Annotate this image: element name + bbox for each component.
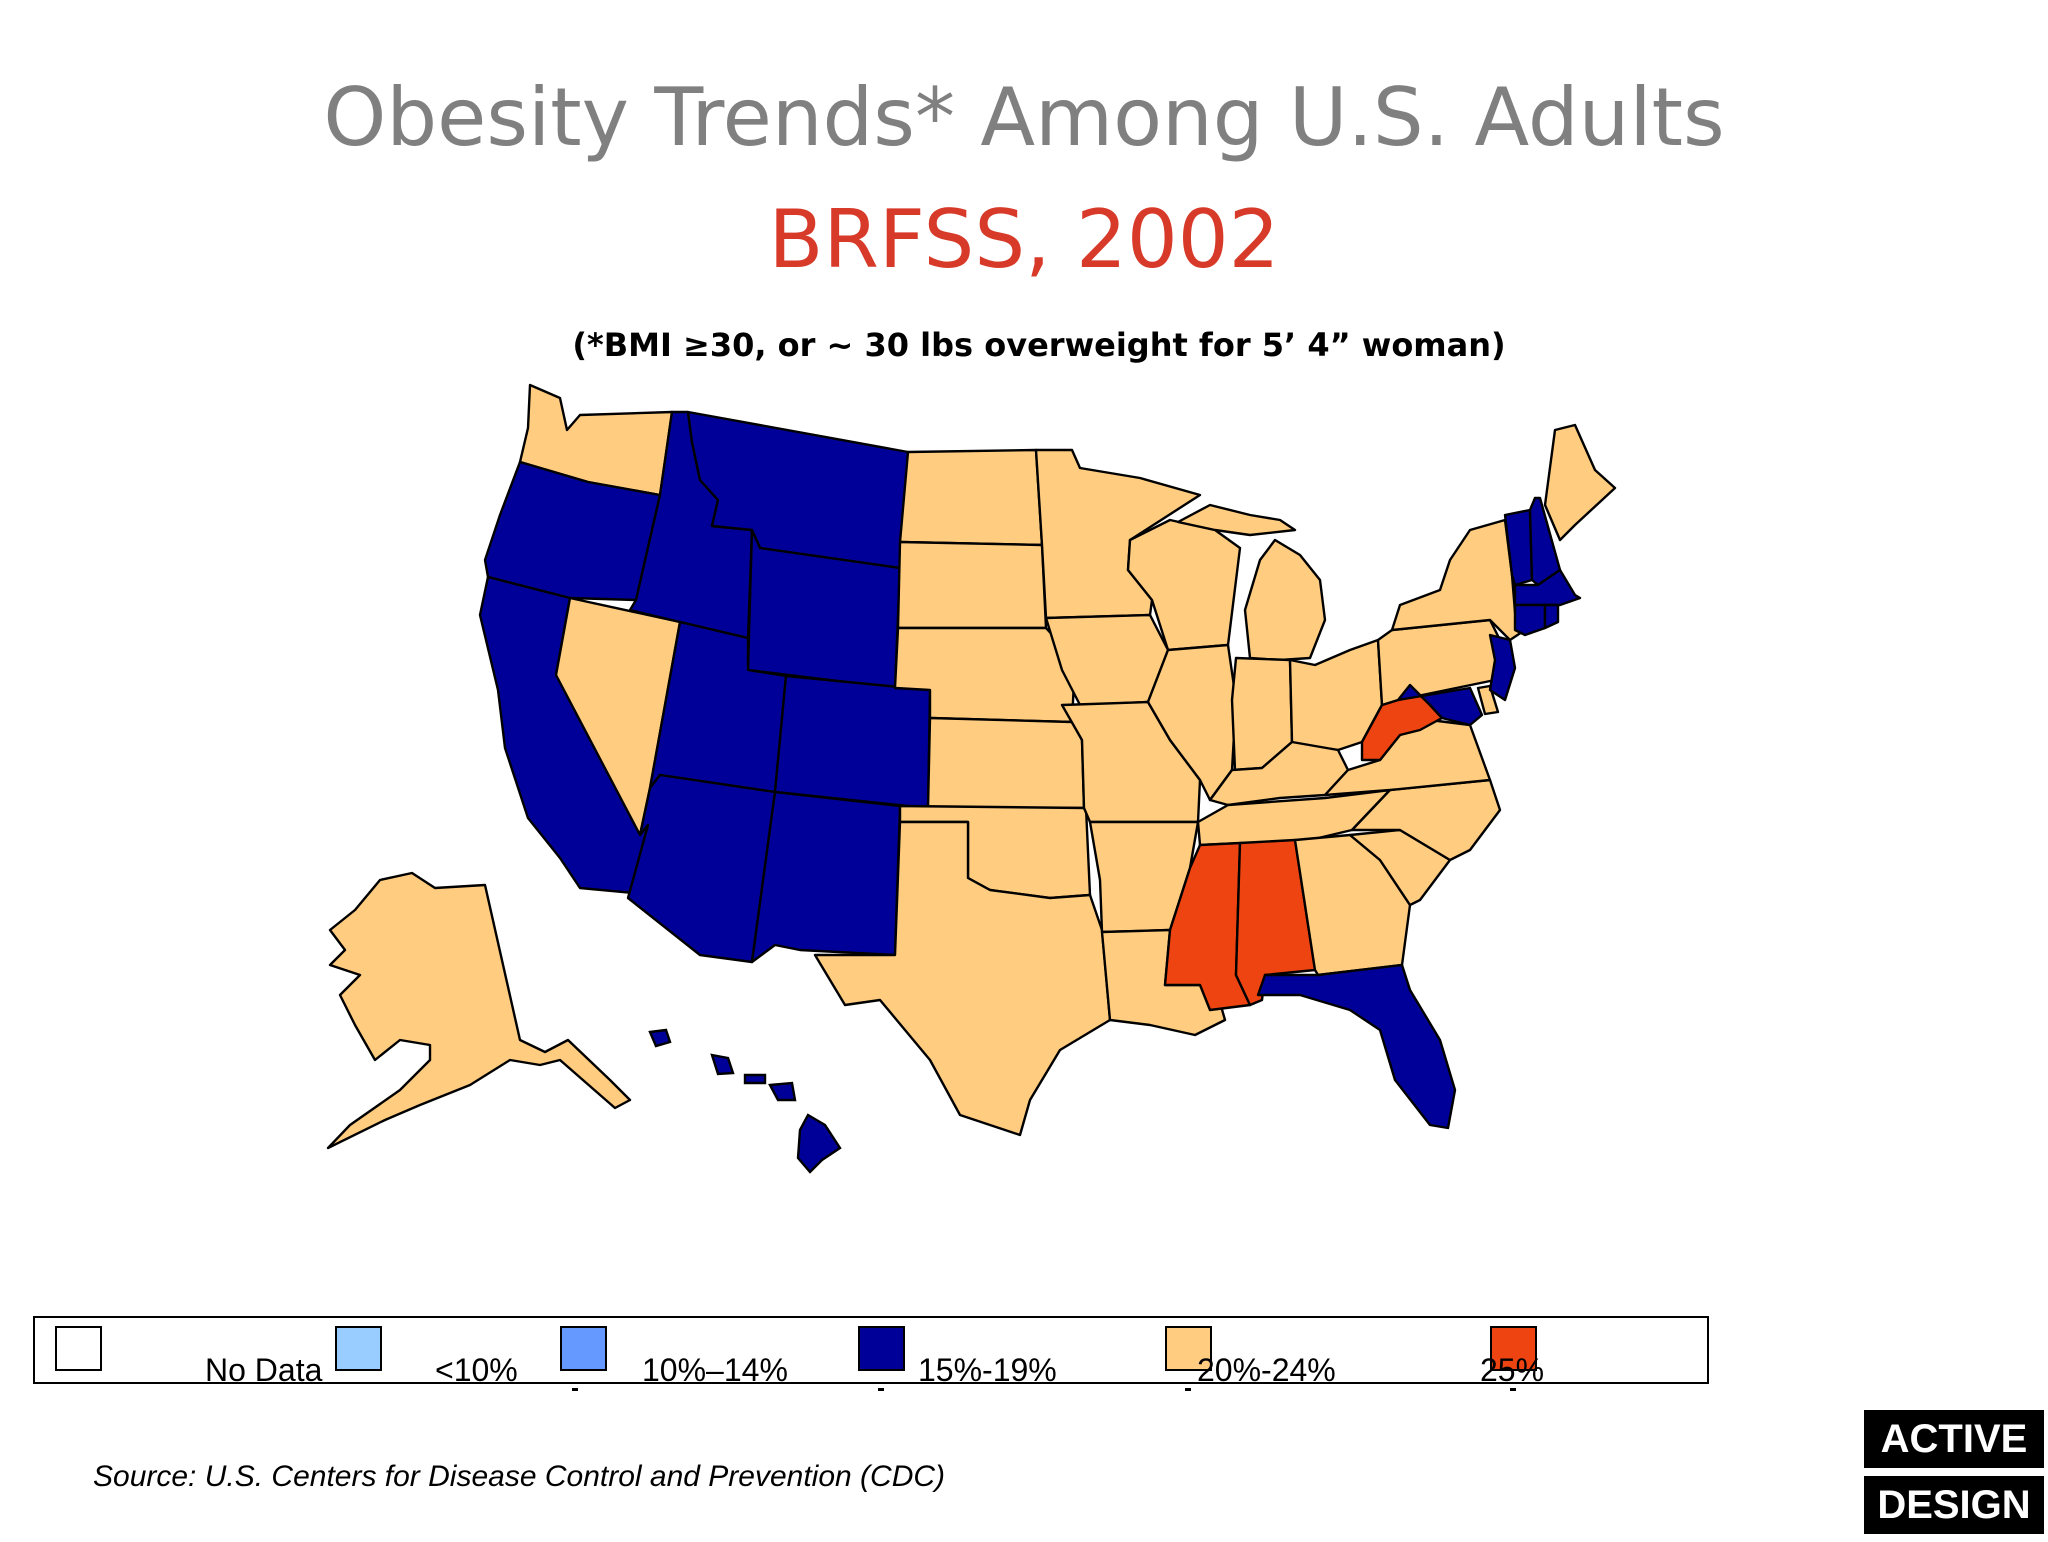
legend-swatch-10-14: [560, 1326, 607, 1371]
state-vermont: [1503, 508, 1534, 587]
state-michigan: [1243, 538, 1327, 662]
legend-swatch-25plus: [1490, 1326, 1537, 1371]
legend-label-20-24: 20%-24%: [1197, 1352, 1336, 1388]
state-delaware: [1476, 684, 1500, 716]
state-maryland: [1396, 683, 1484, 727]
legend-tick: [1185, 1388, 1191, 1391]
state-kentucky: [1208, 740, 1350, 807]
logo-line-2: DESIGN: [1864, 1476, 2044, 1534]
state-new-york: [1390, 518, 1527, 642]
source-note: Source: U.S. Centers for Disease Control…: [93, 1460, 946, 1493]
state-michigan-up: [1176, 503, 1297, 537]
state-texas: [813, 820, 1112, 1137]
legend-label-lt10: <10%: [435, 1352, 518, 1388]
page-subtitle: BRFSS, 2002: [768, 193, 1280, 286]
legend-label-no-data: No Data: [205, 1352, 323, 1388]
state-colorado: [773, 674, 932, 810]
state-new-jersey: [1488, 633, 1517, 702]
state-hawaii-big-island: [796, 1113, 842, 1174]
legend: No Data <10% 10%–14% 15%-19% 20%-24% 25%: [33, 1316, 1709, 1391]
legend-tick: [878, 1388, 884, 1391]
state-alaska: [326, 871, 632, 1150]
legend-label-15-19: 15%-19%: [918, 1352, 1057, 1388]
state-hawaii-kauai: [648, 1028, 672, 1048]
legend-swatch-15-19: [858, 1326, 905, 1371]
state-maine: [1543, 423, 1617, 542]
state-new-mexico: [750, 790, 902, 964]
state-hawaii-maui: [768, 1081, 797, 1102]
legend-tick: [1510, 1388, 1516, 1391]
state-kansas: [926, 716, 1086, 810]
state-arizona: [626, 773, 777, 964]
state-south-dakota: [896, 540, 1048, 630]
bmi-note: (*BMI ≥30, or ~ 30 lbs overweight for 5’…: [572, 326, 1506, 364]
legend-tick: [572, 1388, 578, 1391]
state-hawaii-oahu: [710, 1053, 735, 1076]
state-north-dakota: [898, 448, 1044, 547]
us-obesity-map: [326, 383, 1617, 1174]
legend-swatch-lt10: [335, 1326, 382, 1371]
legend-swatch-20-24: [1165, 1326, 1212, 1371]
state-connecticut: [1513, 603, 1547, 637]
page-title: Obesity Trends* Among U.S. Adults: [323, 71, 1725, 164]
active-design-logo: ACTIVE DESIGN: [1864, 1410, 2044, 1542]
logo-line-1: ACTIVE: [1864, 1410, 2044, 1468]
state-florida: [1256, 963, 1457, 1130]
legend-label-25plus: 25%: [1480, 1352, 1545, 1388]
legend-swatch-no-data: [55, 1326, 102, 1371]
legend-label-10-14: 10%–14%: [642, 1352, 788, 1388]
state-hawaii-molokai: [743, 1073, 767, 1085]
state-rhode-island: [1543, 603, 1560, 630]
